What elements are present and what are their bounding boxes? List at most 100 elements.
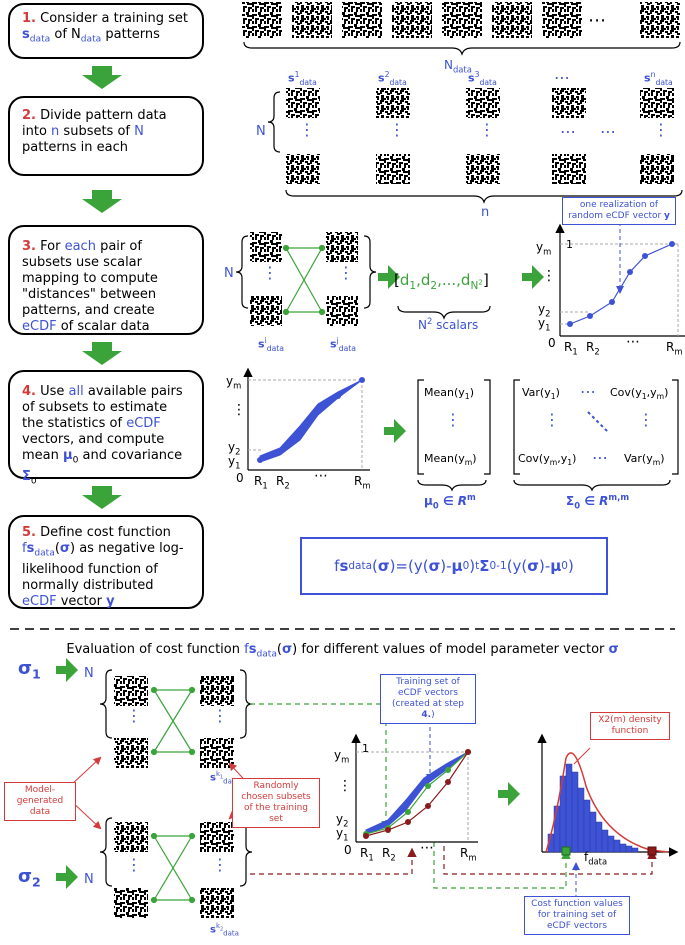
subset-ellipsis: ⋯ bbox=[554, 68, 570, 87]
ndata-label: Ndata bbox=[444, 58, 472, 75]
step-4-number: 4. bbox=[22, 384, 36, 399]
var-y1: Var(y1) bbox=[522, 386, 560, 402]
subset-si-label: sidata bbox=[258, 336, 285, 353]
subset-sn-label: sndata bbox=[644, 70, 673, 87]
chi2-histogram bbox=[537, 733, 679, 920]
cov-y1-ym: Cov(y1,ym) bbox=[610, 386, 669, 402]
cov-vdots-left: ⋮ bbox=[544, 410, 560, 429]
step-3-text: For each pair of subsets use scalar mapp… bbox=[22, 239, 158, 334]
ellipsis-mid2: ⋯ bbox=[600, 122, 616, 141]
ellipsis-patterns: ⋯ bbox=[588, 10, 606, 31]
subset-s3-label: s3data bbox=[468, 70, 497, 87]
eval-title: Evaluation of cost function fsdata(σ) fo… bbox=[66, 642, 619, 660]
arrow-to-histogram bbox=[498, 782, 520, 806]
ellipsis-mid: ⋯ bbox=[560, 122, 576, 141]
ecdf-chart-step3 bbox=[555, 222, 685, 337]
axis-Rm-s4: Rm bbox=[354, 474, 371, 491]
axis-y1-s4: y1 bbox=[228, 454, 241, 471]
step-5-box: 5. Define cost function fsdata(σ) as neg… bbox=[8, 515, 204, 609]
axis-R1-s3: R1 bbox=[564, 340, 578, 357]
scalars-label: N2 scalars bbox=[418, 316, 479, 332]
vdots-pair-j: ⋮ bbox=[338, 263, 354, 282]
mean-top: Mean(y1) bbox=[424, 386, 474, 402]
axis-zero-s4: 0 bbox=[236, 471, 244, 485]
step-5-number: 5. bbox=[22, 525, 36, 540]
axis-R2-s4: R2 bbox=[276, 474, 290, 491]
N-label-row2: N bbox=[256, 124, 266, 139]
eval-sigma-rows bbox=[56, 658, 253, 918]
vdots-pair-i: ⋮ bbox=[262, 263, 278, 282]
chi2-callout: X2(m) density function bbox=[590, 712, 670, 740]
axis-y2-eval: y2 bbox=[336, 812, 349, 829]
vdots-s2-right: ⋮ bbox=[212, 855, 228, 874]
ecdf-band-step4 bbox=[243, 367, 679, 492]
step-3-number: 3. bbox=[22, 239, 36, 254]
mu-caption: μ0 ∈ Rm bbox=[424, 492, 476, 511]
step-5-text: Define cost function fsdata(σ) as negati… bbox=[22, 525, 184, 609]
cov-dots-top: ⋯ bbox=[580, 382, 596, 401]
sigma-caption: Σ0 ∈ Rm,m bbox=[566, 492, 630, 511]
axis-Rm-eval: Rm bbox=[460, 846, 477, 863]
step-4-text: Use all available pairs of subsets to es… bbox=[22, 384, 183, 487]
subset-sk1-label: sk1data bbox=[210, 770, 239, 785]
subset-s1-label: s1data bbox=[288, 70, 317, 87]
axis-y1-eval: y1 bbox=[336, 826, 349, 843]
model-generated-callout: Model-generated data bbox=[4, 782, 76, 821]
subset-sk2-label: sk2data bbox=[210, 922, 239, 938]
axis-R2-s3: R2 bbox=[586, 340, 600, 357]
vdots-s1-left: ⋮ bbox=[126, 706, 142, 725]
step-1-text: Consider a training set sdata of Ndata p… bbox=[22, 11, 188, 45]
step-2-number: 2. bbox=[22, 108, 36, 123]
fdata-label: fdata bbox=[584, 850, 608, 867]
cost-values-callout: Cost function values for training set of… bbox=[524, 896, 630, 935]
mean-bottom: Mean(ym) bbox=[424, 452, 477, 468]
vdots-2: ⋮ bbox=[389, 120, 405, 139]
step-3-box: 3. For each pair of subsets use scalar m… bbox=[8, 225, 204, 335]
step-4-box: 4. Use all available pairs of subsets to… bbox=[8, 370, 204, 486]
pair-subsets bbox=[235, 232, 544, 326]
axis-one-eval: 1 bbox=[362, 742, 369, 755]
sigma2-label: σ2 bbox=[18, 866, 41, 890]
step-arrows bbox=[82, 66, 122, 509]
axis-Rm-s3: Rm bbox=[666, 340, 683, 357]
step-1-number: 1. bbox=[22, 11, 36, 26]
axis-ym-s4: ym bbox=[226, 374, 242, 391]
sigma1-label: σ1 bbox=[18, 658, 41, 682]
d-vector: [d1,d2,...,dN2] bbox=[394, 271, 489, 292]
mean-vdots: ⋮ bbox=[445, 410, 461, 429]
axis-dots-eval: ⋯ bbox=[420, 840, 434, 856]
axis-R1-eval: R1 bbox=[360, 846, 374, 863]
axis-y2-s4: y2 bbox=[228, 440, 241, 457]
var-ym: Var(ym) bbox=[624, 452, 665, 468]
training-patterns bbox=[242, 2, 681, 56]
axis-vdots-eval: ⋮ bbox=[338, 778, 352, 794]
training-set-callout: Training set of eCDF vectors (created at… bbox=[380, 674, 476, 724]
axis-ym-s3: ym bbox=[536, 240, 552, 257]
axis-zero-eval: 0 bbox=[344, 843, 352, 857]
random-subsets-callout: Randomly chosen subsets of the training … bbox=[232, 778, 320, 828]
step-2-box: 2. Divide pattern data into n subsets of… bbox=[8, 96, 204, 176]
axis-y2-s3: y2 bbox=[538, 302, 551, 319]
N-label-sigma1: N bbox=[84, 666, 94, 681]
axis-y1-s3: y1 bbox=[538, 316, 551, 333]
vdots-1: ⋮ bbox=[299, 120, 315, 139]
cov-dots-bottom: ⋯ bbox=[592, 448, 608, 467]
vdots-s2-left: ⋮ bbox=[126, 855, 142, 874]
subset-s2-label: s2data bbox=[378, 70, 407, 87]
step-1-box: 1. Consider a training set sdata of Ndat… bbox=[8, 3, 204, 59]
subset-grid bbox=[267, 88, 683, 204]
step-2-text: Divide pattern data into n subsets of N … bbox=[22, 108, 167, 155]
realization-note: one realization of random eCDF vector y bbox=[562, 197, 676, 225]
n-label: n bbox=[481, 205, 490, 220]
axis-zero-s3: 0 bbox=[548, 336, 556, 350]
axis-R2-eval: R2 bbox=[382, 846, 396, 863]
cost-function-formula: f s data(σ)=(y(σ)- μ 0) t Σ 0 -1 (y(σ)- μ 0) bbox=[300, 537, 608, 595]
axis-vdots-s3: ⋮ bbox=[542, 268, 556, 284]
N-label-sigma2: N bbox=[84, 872, 94, 887]
vdots-3: ⋮ bbox=[479, 120, 495, 139]
axis-R1-s4: R1 bbox=[254, 474, 268, 491]
axis-dots-s4: ⋯ bbox=[314, 468, 328, 484]
axis-vdots-s4: ⋮ bbox=[232, 402, 246, 418]
vdots-n: ⋮ bbox=[653, 120, 669, 139]
axis-ym-eval: ym bbox=[334, 748, 350, 765]
